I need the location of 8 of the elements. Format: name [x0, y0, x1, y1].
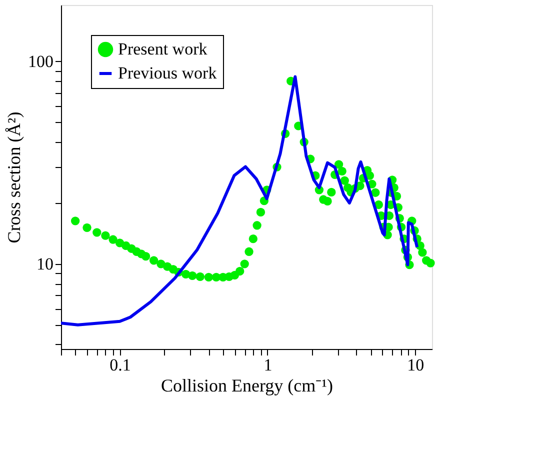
legend-label: Previous work — [118, 64, 218, 82]
x-tick-label: 1 — [264, 356, 272, 374]
x-tick-label: 0.1 — [110, 356, 131, 374]
x-axis-title: Collision Energy (cm⁻¹) — [160, 376, 334, 396]
y-tick-label: 100 — [28, 52, 54, 71]
y-axis-title: Cross section (Å²) — [4, 112, 24, 244]
legend-label: Present work — [118, 40, 208, 58]
x-tick-label: 10 — [407, 356, 424, 374]
